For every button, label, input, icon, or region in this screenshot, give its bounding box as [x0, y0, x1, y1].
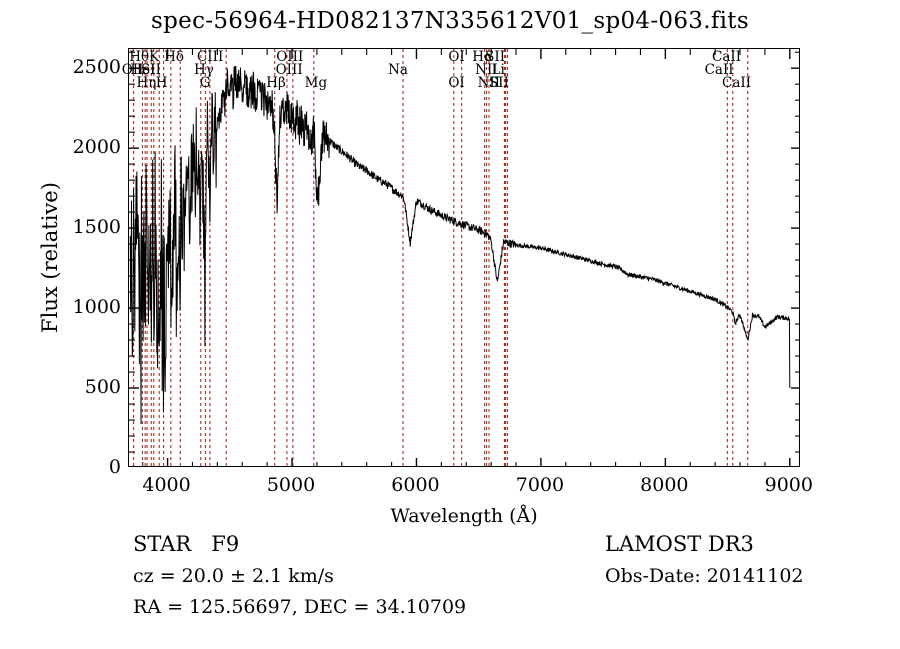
plot-canvas	[129, 49, 799, 466]
y-tick-label-1500: 1500	[72, 216, 121, 239]
spectral-line-label-Mg-5175: Mg	[304, 75, 328, 91]
spectral-line-label-CaII-8662: CaII	[722, 75, 752, 91]
spectral-line-label-OII-3727: OII	[121, 62, 144, 78]
spectral-line-label-NII-6583: NII	[477, 75, 501, 91]
x-tick-label-4000: 4000	[142, 474, 191, 496]
spectral-line-label-SII-6716: SII	[485, 49, 506, 65]
spectral-line-label-H-6563: Hα	[472, 49, 494, 65]
cz-value: cz = 20.0 ± 2.1 km/s	[133, 565, 334, 587]
spectral-line-label-Li-6707: Li	[491, 62, 505, 78]
spectral-line-label-H-4340: Hγ	[193, 62, 214, 78]
y-axis-tick-labels: 0 500 1000 1500 2000 2500	[55, 48, 121, 478]
y-tick-label-2500: 2500	[72, 56, 121, 79]
spectral-line-label-CaII-8542: CaII	[704, 62, 734, 78]
spectral-line-label-K-3933: K	[149, 49, 160, 65]
spectral-line-label-CIII-4267: CIII	[196, 49, 224, 65]
survey-name: LAMOST DR3	[605, 532, 754, 556]
spectral-line-label-G-4304: G	[199, 75, 211, 91]
spectrum-plot[interactable]	[128, 48, 800, 467]
y-tick-label-1000: 1000	[72, 296, 121, 319]
spectral-line-label-Na-5892: Na	[388, 62, 408, 78]
x-tick-label-8000: 8000	[640, 474, 689, 496]
obs-date: Obs-Date: 20141102	[605, 565, 804, 587]
y-axis-title: Flux (relative)	[38, 182, 62, 333]
spectral-class: F9	[211, 532, 240, 556]
x-axis-tick-labels: 4000 5000 6000 7000 8000 9000	[128, 474, 813, 502]
y-tick-label-0: 0	[108, 456, 121, 478]
spectrum-trace	[129, 66, 791, 424]
spectral-line-label-SII-3869: SII	[141, 62, 161, 78]
spectral-line-label-H-4861: Hβ	[266, 75, 286, 91]
spectral-line-label-OI-6300: OI	[448, 49, 465, 65]
object-type-and-class: STAR F9	[133, 532, 239, 556]
spectral-line-label-H-4102: Hδ	[164, 49, 184, 65]
page-title: spec-56964-HD082137N335612V01_sp04-063.f…	[151, 8, 749, 34]
x-tick-label-9000: 9000	[764, 474, 813, 496]
spectral-line-label-NII-6548: NII	[475, 62, 498, 78]
x-tick-label-6000: 6000	[391, 474, 440, 496]
spectral-line-label-SII-6731: SII	[488, 75, 509, 91]
footer-info: STAR F9 cz = 20.0 ± 2.1 km/s RA = 125.56…	[0, 532, 900, 632]
spectral-line-label-CaII-8498: CaII	[712, 49, 742, 65]
spectral-line-label-H-3968: H	[155, 75, 168, 91]
object-type: STAR	[133, 532, 192, 556]
spectral-line-label-H-3835: Hη	[136, 75, 157, 91]
spectral-line-label-H-3798: Hθ	[129, 49, 150, 65]
spectral-line-label-OIII-5007: OIII	[275, 62, 303, 78]
x-tick-label-5000: 5000	[266, 474, 316, 496]
spectral-line-label-OI-6363: OI	[448, 75, 465, 91]
y-tick-label-500: 500	[84, 376, 121, 399]
spectral-line-label-OIII-4959: OIII	[276, 49, 304, 65]
coordinates: RA = 125.56697, DEC = 34.10709	[133, 596, 467, 618]
spectral-line-label-HeI-3820: HeI	[130, 62, 156, 78]
y-tick-label-2000: 2000	[72, 136, 121, 159]
x-tick-label-7000: 7000	[515, 474, 565, 496]
x-axis-title: Wavelength (Å)	[390, 505, 538, 527]
